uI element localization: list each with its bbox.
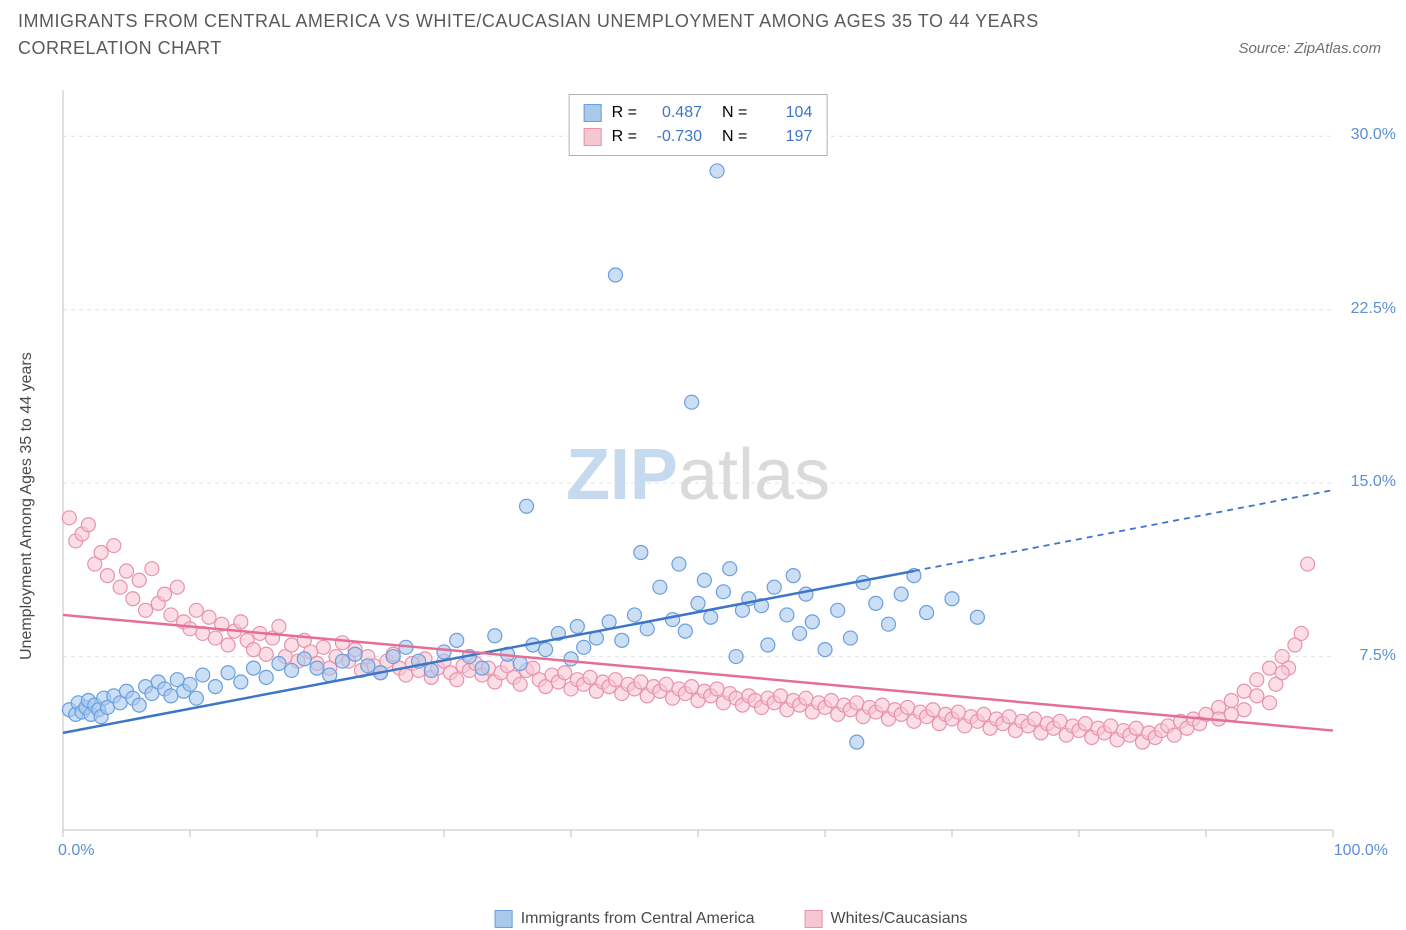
stats-box: R = 0.487 N = 104 R = -0.730 N = 197 — [569, 94, 828, 156]
chart-area: ZIPatlas R = 0.487 N = 104 R = -0.730 N … — [58, 90, 1338, 860]
bottom-legend: Immigrants from Central America Whites/C… — [495, 910, 968, 928]
swatch-pink — [584, 128, 602, 146]
r-value-pink: -0.730 — [647, 125, 702, 149]
y-axis-label: Unemployment Among Ages 35 to 44 years — [18, 352, 36, 660]
y-tick-label: 30.0% — [1351, 126, 1396, 144]
legend-swatch-pink — [805, 910, 823, 928]
r-value-blue: 0.487 — [647, 101, 702, 125]
legend-label-pink: Whites/Caucasians — [831, 910, 968, 928]
n-label: N = — [722, 125, 747, 149]
legend-swatch-blue — [495, 910, 513, 928]
legend-item-pink: Whites/Caucasians — [805, 910, 968, 928]
source-label: Source: ZipAtlas.com — [1238, 40, 1381, 57]
x-min-label: 0.0% — [58, 842, 94, 860]
swatch-blue — [584, 104, 602, 122]
n-value-pink: 197 — [757, 125, 812, 149]
x-max-label: 100.0% — [1334, 842, 1388, 860]
r-label: R = — [612, 101, 637, 125]
r-label: R = — [612, 125, 637, 149]
n-value-blue: 104 — [757, 101, 812, 125]
stats-row-blue: R = 0.487 N = 104 — [584, 101, 813, 125]
legend-item-blue: Immigrants from Central America — [495, 910, 755, 928]
legend-label-blue: Immigrants from Central America — [521, 910, 755, 928]
y-tick-label: 22.5% — [1351, 300, 1396, 318]
y-tick-label: 15.0% — [1351, 473, 1396, 491]
chart-svg — [58, 90, 1338, 860]
chart-title: IMMIGRANTS FROM CENTRAL AMERICA VS WHITE… — [18, 8, 1118, 62]
y-tick-label: 7.5% — [1360, 647, 1396, 665]
n-label: N = — [722, 101, 747, 125]
stats-row-pink: R = -0.730 N = 197 — [584, 125, 813, 149]
